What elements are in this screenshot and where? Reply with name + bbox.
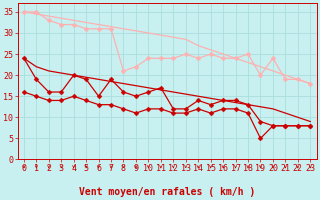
X-axis label: Vent moyen/en rafales ( km/h ): Vent moyen/en rafales ( km/h )	[79, 187, 255, 197]
